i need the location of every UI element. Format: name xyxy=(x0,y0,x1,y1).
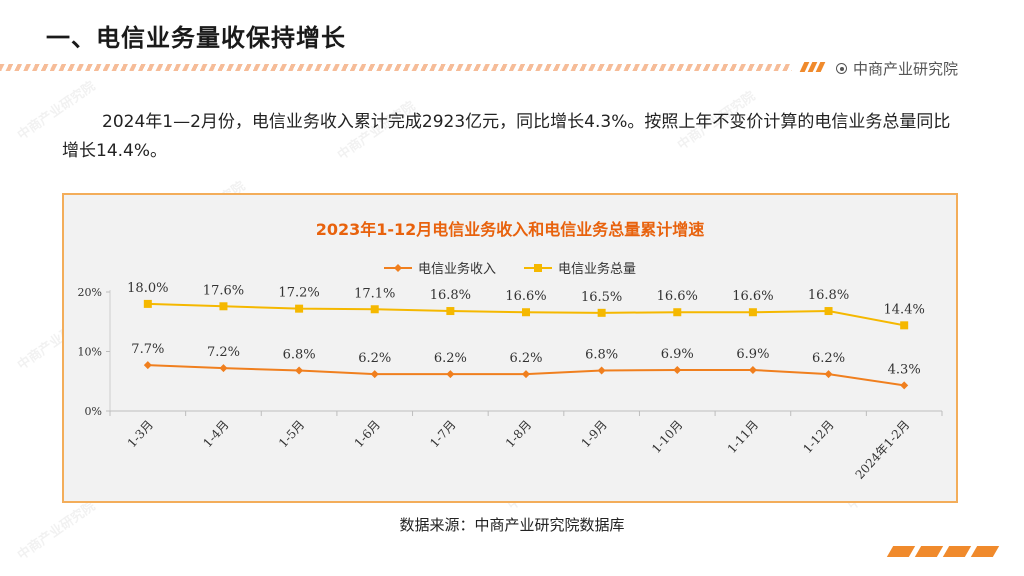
data-point xyxy=(446,307,455,316)
header-rule xyxy=(0,64,792,71)
data-point xyxy=(900,321,909,330)
data-point xyxy=(143,299,152,308)
legend-marker xyxy=(394,264,402,272)
data-label: 16.6% xyxy=(657,289,698,304)
data-point xyxy=(900,381,909,390)
data-label: 6.2% xyxy=(812,351,845,366)
data-point xyxy=(219,302,228,311)
legend-marker xyxy=(534,264,542,272)
brand-logo-icon xyxy=(836,63,847,74)
data-label: 17.1% xyxy=(354,286,395,301)
data-label: 16.8% xyxy=(430,288,471,303)
x-tick-label: 1-8月 xyxy=(503,418,534,451)
data-point xyxy=(748,365,757,374)
data-label: 17.6% xyxy=(203,283,244,298)
data-label: 6.8% xyxy=(585,348,618,363)
data-point xyxy=(673,365,682,374)
data-label: 16.5% xyxy=(581,290,622,305)
data-label: 7.7% xyxy=(131,342,164,357)
chart-title: 2023年1-12月电信业务收入和电信业务总量累计增速 xyxy=(316,220,705,239)
data-point xyxy=(370,305,379,314)
data-point xyxy=(824,370,833,379)
header-stripes xyxy=(799,62,830,72)
data-label: 6.2% xyxy=(358,351,391,366)
legend-label: 电信业务收入 xyxy=(418,261,496,277)
footer-stripes xyxy=(884,546,1004,558)
x-tick-label: 1-10月 xyxy=(649,418,685,456)
data-label: 6.2% xyxy=(434,351,467,366)
data-label: 6.2% xyxy=(509,351,542,366)
data-label: 6.9% xyxy=(661,347,694,362)
data-label: 16.8% xyxy=(808,288,849,303)
x-tick-label: 1-9月 xyxy=(578,418,609,451)
data-label: 6.8% xyxy=(283,348,316,363)
x-tick-label: 1-7月 xyxy=(427,418,458,451)
data-point xyxy=(219,364,228,373)
data-label: 6.9% xyxy=(736,347,769,362)
y-tick-label: 10% xyxy=(78,346,102,359)
brand: 中商产业研究院 xyxy=(836,58,958,79)
data-point xyxy=(143,361,152,370)
data-label: 18.0% xyxy=(127,281,168,296)
data-point xyxy=(597,308,606,317)
legend-label: 电信业务总量 xyxy=(558,261,636,277)
summary-paragraph: 2024年1—2月份，电信业务收入累计完成2923亿元，同比增长4.3%。按照上… xyxy=(62,112,951,161)
data-point xyxy=(295,366,304,375)
data-label: 14.4% xyxy=(884,302,925,317)
data-point xyxy=(597,366,606,375)
x-tick-label: 1-4月 xyxy=(200,418,231,451)
x-tick-label: 1-6月 xyxy=(352,418,383,451)
data-point xyxy=(824,307,833,316)
x-tick-label: 1-5月 xyxy=(276,418,307,451)
y-tick-label: 20% xyxy=(78,286,102,299)
data-point xyxy=(522,370,530,379)
data-point xyxy=(295,304,304,313)
slide-title: 一、电信业务量收保持增长 xyxy=(46,24,346,52)
data-label: 4.3% xyxy=(888,362,921,377)
data-label: 17.2% xyxy=(278,286,319,301)
x-tick-label: 1-3月 xyxy=(125,418,156,451)
data-label: 16.6% xyxy=(505,289,546,304)
chart-container: 2023年1-12月电信业务收入和电信业务总量累计增速电信业务收入 电信业务总量 0… xyxy=(62,193,958,503)
data-point xyxy=(673,308,682,317)
data-point xyxy=(446,370,455,379)
x-tick-label: 1-12月 xyxy=(800,418,836,456)
data-label: 7.2% xyxy=(207,345,240,360)
data-point xyxy=(748,308,757,317)
data-point xyxy=(370,370,379,379)
y-tick-label: 0% xyxy=(85,405,102,418)
data-point xyxy=(522,308,530,317)
x-tick-label: 2024年1-2月 xyxy=(853,418,913,482)
x-tick-label: 1-11月 xyxy=(725,418,761,456)
brand-name: 中商产业研究院 xyxy=(853,60,959,78)
data-label: 16.6% xyxy=(732,289,773,304)
data-source: 数据来源：中商产业研究院数据库 xyxy=(399,516,625,534)
